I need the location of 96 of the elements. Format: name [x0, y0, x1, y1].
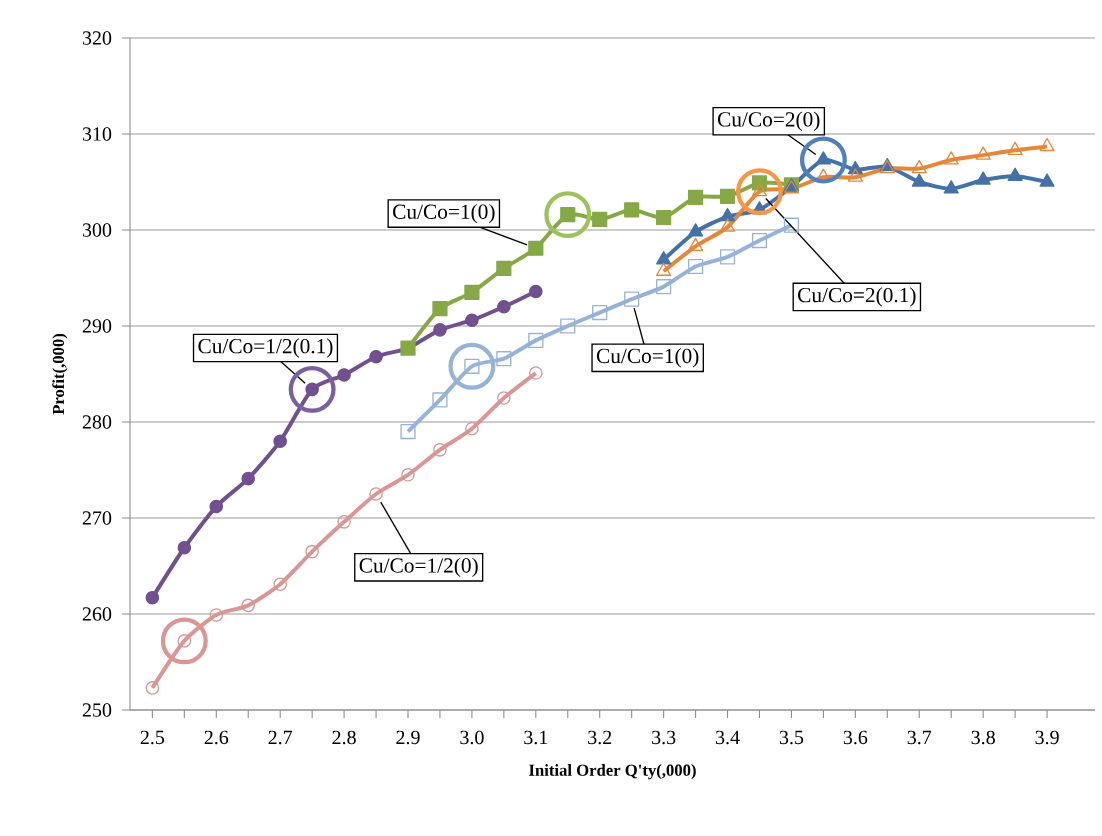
point: [177, 540, 192, 555]
point: [719, 207, 736, 222]
point: [975, 146, 991, 160]
y-tick-label: 280: [82, 415, 112, 429]
series-label: Cu/Co=1/2(0.1): [198, 338, 333, 358]
x-tick-label: 2.7: [268, 730, 293, 745]
point: [736, 168, 783, 216]
point: [799, 136, 847, 184]
point: [209, 499, 224, 514]
x-tick-label: 3.4: [716, 730, 740, 745]
text: Cu/Co=2(0.1): [798, 287, 916, 307]
point: [369, 349, 383, 364]
y-tick-label: 270: [82, 511, 112, 525]
series-label: Cu/Co=2(0): [717, 111, 820, 131]
y-tick-label: 250: [82, 703, 112, 717]
x-tick-label: 3.3: [652, 730, 676, 745]
y-tick-label: 290: [82, 319, 112, 333]
point: [528, 332, 544, 349]
point: [624, 291, 640, 307]
point: [656, 279, 672, 295]
point: [241, 598, 256, 613]
point: [529, 284, 543, 299]
point: [273, 434, 287, 449]
point: [273, 577, 287, 592]
point: [911, 173, 927, 187]
point: [241, 471, 256, 486]
point: [783, 217, 800, 233]
y-tick-label: 320: [82, 31, 112, 45]
x-tick-label: 3.5: [779, 730, 804, 745]
point: [544, 191, 592, 239]
point: [719, 188, 736, 205]
point: [1039, 173, 1055, 187]
point: [943, 151, 959, 165]
point: [975, 171, 991, 185]
y-tick-label: 310: [82, 127, 112, 141]
point: [496, 260, 512, 276]
point: [432, 392, 448, 408]
x-tick-label: 3.6: [843, 730, 868, 745]
x-tick-label: 3.0: [460, 730, 484, 745]
point: [592, 304, 608, 321]
point: [433, 443, 447, 457]
point: [433, 323, 447, 337]
point: [592, 211, 608, 228]
point: [1039, 137, 1055, 152]
x-tick-label: 3.9: [1035, 730, 1059, 745]
point: [464, 284, 480, 301]
point: [465, 421, 479, 436]
x-tick-label: 3.7: [907, 730, 932, 745]
point: [400, 424, 416, 440]
point: [465, 313, 479, 328]
y-tick-label: 300: [82, 223, 112, 237]
point: [751, 232, 768, 249]
point: [624, 202, 640, 218]
point: [497, 391, 511, 405]
x-tick-label: 3.8: [971, 730, 995, 745]
point: [687, 189, 704, 205]
point: [656, 262, 672, 276]
point: [911, 159, 927, 174]
point: [529, 366, 543, 380]
point: [369, 487, 383, 501]
x-axis-title: Initial Order Q'ty(,000): [529, 764, 696, 780]
x-tick-label: 3.2: [588, 730, 612, 745]
point: [497, 300, 511, 314]
point: [656, 209, 672, 226]
series-label: Cu/Co=1/2(0): [359, 557, 478, 577]
y-axis-title: Profit(,000): [52, 333, 68, 415]
point: [305, 544, 319, 559]
x-tick-label: 3.1: [524, 730, 548, 745]
point: [528, 240, 544, 256]
series-label: Cu/Co=1(0): [596, 348, 699, 368]
point: [656, 251, 672, 265]
point: [145, 681, 160, 695]
x-tick-label: 2.5: [140, 730, 165, 745]
point: [288, 365, 336, 413]
point: [337, 368, 351, 382]
point: [1007, 167, 1023, 181]
point: [209, 608, 224, 622]
point: [943, 180, 959, 194]
point: [496, 351, 512, 367]
x-tick-label: 2.9: [396, 730, 420, 745]
series-label: Cu/Co=1(0): [393, 203, 495, 224]
point: [145, 590, 160, 605]
point: [401, 468, 415, 482]
point: [687, 258, 704, 275]
x-tick-label: 2.6: [204, 730, 229, 745]
point: [847, 168, 863, 182]
point: [560, 318, 576, 334]
point: [337, 515, 351, 529]
point: [1007, 141, 1023, 155]
y-tick-label: 260: [82, 607, 112, 621]
point: [719, 218, 736, 232]
point: [432, 301, 448, 317]
x-tick-label: 2.8: [332, 730, 356, 745]
point: [687, 223, 704, 237]
point: [687, 237, 704, 251]
point: [719, 249, 736, 265]
